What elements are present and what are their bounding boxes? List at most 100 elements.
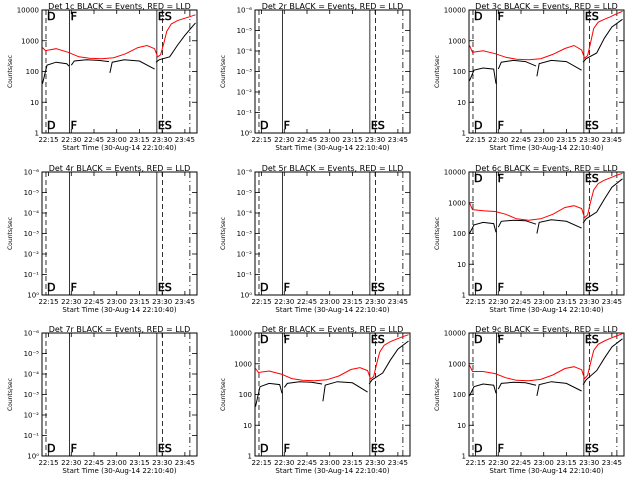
x-tick-label: 23:15: [342, 298, 362, 306]
x-tick-label: 22:30: [488, 136, 508, 144]
series-line-lld: [42, 14, 196, 60]
y-tick-label: 10000: [444, 330, 466, 338]
plot-frame: [41, 332, 198, 457]
panel-6: Det 6c BLACK = Events, RED = LLD Counts/s…: [434, 164, 625, 314]
y-tick-label: 1000: [234, 360, 252, 368]
x-tick-label: 23:00: [534, 298, 554, 306]
y-tick-label: 10⁻⁵: [237, 189, 253, 197]
y-axis-label: Counts/sec: [7, 217, 14, 250]
panel-5: Det 5r BLACK = Events, RED = LLD Counts/s…: [220, 164, 411, 314]
y-axis-label: Counts/sec: [434, 378, 441, 411]
series-line-events: [497, 381, 537, 390]
x-tick-label: 23:45: [602, 298, 622, 306]
x-tick-label: 22:30: [274, 298, 294, 306]
marker-label-bottom: F: [284, 442, 290, 455]
y-tick-label: 10⁻⁵: [237, 27, 253, 35]
panel-4: Det 4r BLACK = Events, RED = LLD Counts/s…: [7, 164, 198, 314]
series-line-events: [255, 382, 283, 407]
x-tick-label: 23:45: [388, 459, 408, 467]
x-tick-label: 23:00: [320, 298, 340, 306]
y-tick-label: 100: [239, 391, 252, 399]
marker-label-top: ES: [585, 10, 599, 23]
x-tick-label: 23:45: [175, 136, 195, 144]
y-tick-label: 10⁰: [27, 453, 39, 461]
x-tick-label: 22:45: [297, 459, 317, 467]
y-tick-label: 10⁻⁶: [24, 169, 40, 177]
panel-title: Det 8r BLACK = Events, RED = LLD: [262, 325, 404, 334]
x-tick-label: 23:00: [534, 136, 554, 144]
marker-label-bottom: F: [71, 281, 77, 294]
marker-label-bottom: ES: [158, 442, 172, 455]
y-tick-label: 1: [35, 130, 39, 138]
x-tick-label: 23:45: [602, 459, 622, 467]
series-line-events: [469, 221, 497, 234]
y-tick-label: 10: [243, 422, 252, 430]
marker-label-top: D: [474, 172, 482, 185]
y-tick-label: 10⁻⁶: [237, 7, 253, 15]
y-tick-label: 10⁻³: [24, 391, 40, 399]
marker-label-bottom: F: [71, 119, 77, 132]
marker-label-top: D: [47, 10, 55, 23]
panel-9: Det 9c BLACK = Events, RED = LLD Counts/s…: [434, 325, 625, 475]
x-tick-label: 23:15: [342, 136, 362, 144]
x-tick-label: 23:15: [129, 136, 149, 144]
series-line-events: [536, 59, 582, 77]
x-tick-label: 22:45: [511, 459, 531, 467]
x-axis-label: Start Time (30-Aug-14 22:10:40): [62, 467, 176, 475]
x-tick-label: 23:30: [579, 459, 599, 467]
y-tick-label: 1000: [21, 37, 39, 45]
marker-label-top: F: [498, 10, 504, 23]
y-tick-label: 10: [457, 422, 466, 430]
x-tick-label: 23:00: [320, 136, 340, 144]
y-tick-label: 10⁻⁴: [237, 210, 253, 218]
x-tick-label: 22:45: [511, 136, 531, 144]
x-tick-label: 22:45: [297, 136, 317, 144]
x-axis-label: Start Time (30-Aug-14 22:10:40): [275, 306, 389, 314]
y-axis-label: Counts/sec: [434, 55, 441, 88]
series-line-lld: [469, 10, 623, 61]
plot-frame: [254, 171, 411, 296]
x-tick-label: 23:45: [388, 298, 408, 306]
x-tick-label: 22:30: [488, 298, 508, 306]
y-tick-label: 1000: [448, 360, 466, 368]
x-tick-label: 22:15: [465, 459, 485, 467]
x-tick-label: 23:00: [107, 298, 127, 306]
marker-label-bottom: F: [498, 442, 504, 455]
panel-title: Det 3c BLACK = Events, RED = LLD: [475, 2, 618, 11]
y-tick-label: 10⁰: [240, 292, 252, 300]
plot-frame: [41, 9, 198, 134]
x-tick-label: 22:15: [38, 459, 58, 467]
panel-title: Det 6c BLACK = Events, RED = LLD: [475, 164, 618, 173]
x-axis-label: Start Time (30-Aug-14 22:10:40): [275, 467, 389, 475]
marker-label-bottom: ES: [371, 442, 385, 455]
y-tick-label: 10⁻⁴: [237, 48, 253, 56]
y-tick-label: 10000: [17, 7, 39, 15]
y-tick-label: 10⁻⁵: [24, 350, 40, 358]
series-line-events: [536, 219, 582, 234]
panel-title: Det 9c BLACK = Events, RED = LLD: [475, 325, 618, 334]
x-tick-label: 23:30: [365, 298, 385, 306]
x-tick-label: 23:30: [152, 459, 172, 467]
panel-title: Det 7r BLACK = Events, RED = LLD: [49, 325, 191, 334]
x-axis-label: Start Time (30-Aug-14 22:10:40): [275, 144, 389, 152]
marker-label-top: D: [260, 333, 268, 346]
marker-label-bottom: D: [47, 281, 55, 294]
x-tick-label: 22:15: [38, 136, 58, 144]
x-tick-label: 23:15: [129, 298, 149, 306]
plot-frame: [41, 171, 198, 296]
y-tick-label: 100: [453, 391, 466, 399]
x-tick-label: 22:15: [465, 298, 485, 306]
marker-label-top: F: [71, 10, 77, 23]
x-axis-label: Start Time (30-Aug-14 22:10:40): [489, 467, 603, 475]
y-tick-label: 10⁻¹: [237, 271, 253, 279]
y-tick-label: 1: [462, 292, 466, 300]
x-tick-label: 22:45: [511, 298, 531, 306]
y-tick-label: 10⁻⁴: [24, 371, 40, 379]
marker-label-top: ES: [585, 333, 599, 346]
x-tick-label: 23:15: [556, 459, 576, 467]
x-axis-label: Start Time (30-Aug-14 22:10:40): [62, 306, 176, 314]
y-axis-label: Counts/sec: [7, 378, 14, 411]
marker-label-top: F: [498, 333, 504, 346]
series-line-events: [283, 381, 323, 388]
x-tick-label: 22:15: [251, 459, 271, 467]
